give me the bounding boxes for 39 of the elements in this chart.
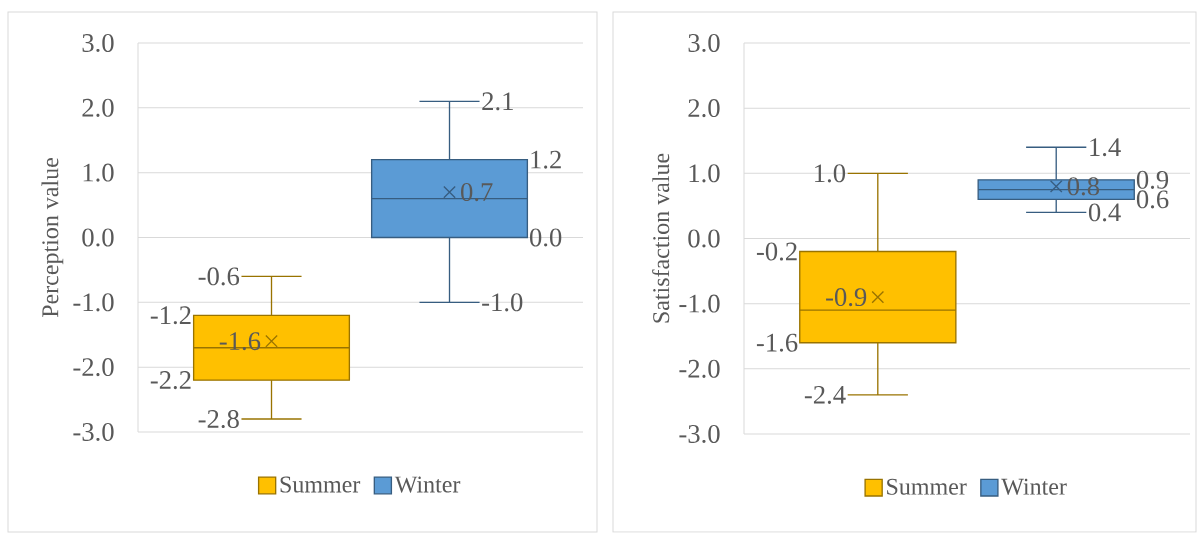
legend-label: Winter — [1001, 478, 1067, 495]
y-tick-label: 1.0 — [689, 164, 720, 183]
annotation: 0.4 — [1088, 203, 1121, 222]
y-tick-label: -2.0 — [679, 359, 720, 378]
y-axis-title: Satisfaction value — [652, 153, 670, 323]
y-tick-label: 3.0 — [82, 33, 114, 53]
annotation: -1.2 — [150, 306, 191, 325]
annotation: -1.0 — [482, 293, 523, 312]
y-tick-label: -2.0 — [73, 358, 114, 377]
y-tick-label: 2.0 — [82, 98, 114, 117]
annotation: -0.6 — [198, 267, 240, 286]
annotation: -0.9 — [826, 288, 867, 307]
annotation: 0.6 — [1136, 190, 1169, 209]
legend-label: Winter — [394, 476, 461, 493]
annotation: 0.0 — [530, 228, 562, 247]
y-tick-label: -3.0 — [679, 424, 720, 444]
annotation: 1.0 — [815, 164, 846, 183]
annotation: -1.6 — [219, 332, 261, 351]
y-tick-label: -1.0 — [679, 294, 720, 313]
y-axis-title: Perception value — [41, 158, 64, 318]
annotation: 0.7 — [461, 183, 493, 202]
y-tick-label: 0.0 — [82, 228, 114, 247]
annotation: 2.1 — [482, 92, 513, 111]
annotation: -1.6 — [756, 333, 798, 352]
annotation: -2.4 — [804, 385, 846, 404]
y-tick-label: -1.0 — [73, 293, 114, 312]
legend-label: Summer — [280, 476, 361, 493]
y-tick-label: 0.0 — [688, 229, 720, 248]
annotation: 1.4 — [1090, 138, 1121, 157]
y-tick-label: 2.0 — [688, 99, 720, 118]
annotation: -0.2 — [756, 242, 797, 261]
annotation: 0.9 — [1136, 170, 1169, 189]
annotation: 1.2 — [531, 150, 561, 169]
annotation: -2.8 — [198, 409, 239, 429]
y-tick-label: -3.0 — [73, 422, 114, 442]
y-tick-label: 3.0 — [688, 33, 720, 53]
y-tick-label: 1.0 — [83, 163, 114, 182]
legend-label: Summer — [887, 478, 967, 495]
annotation: -2.2 — [150, 371, 191, 390]
